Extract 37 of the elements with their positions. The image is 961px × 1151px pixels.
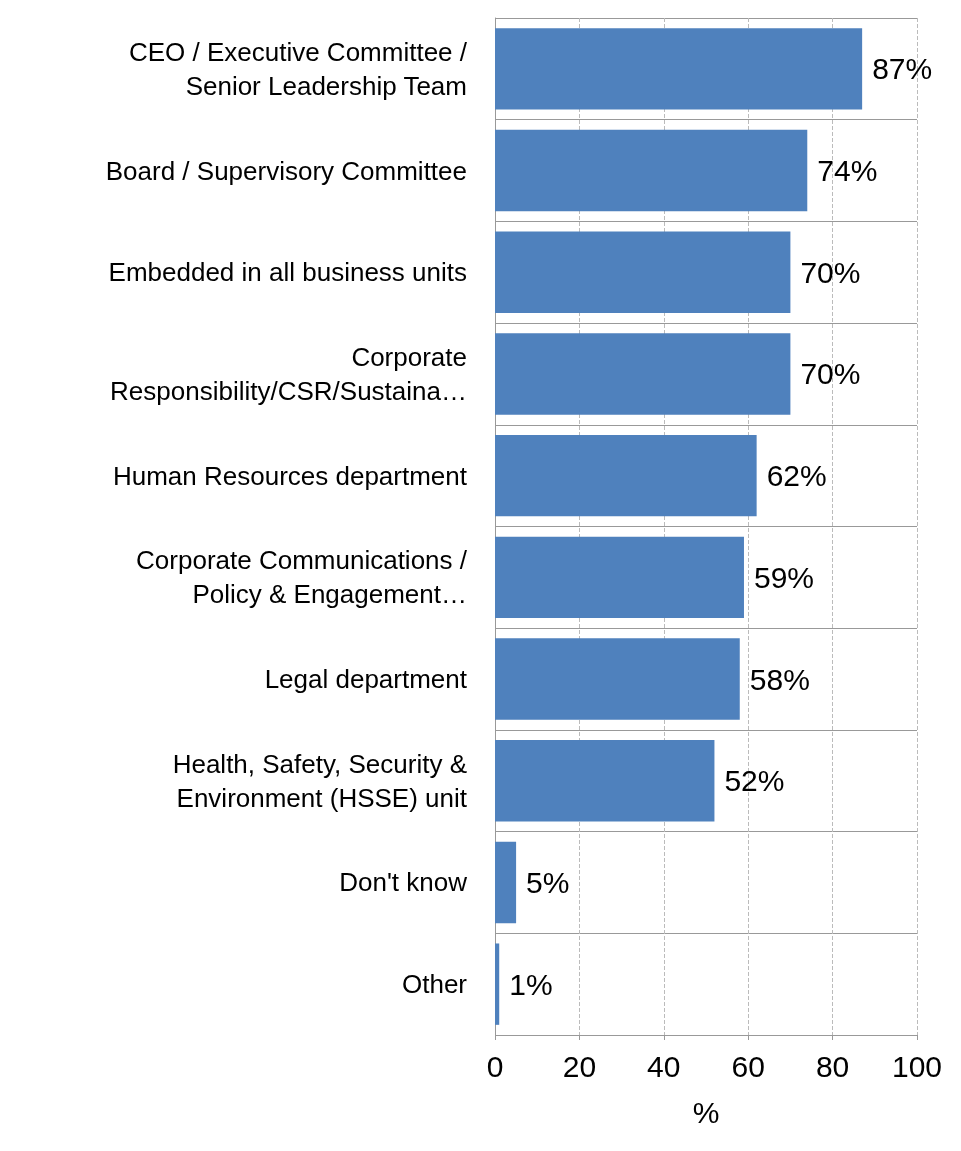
x-tick-label: 40 (647, 1049, 681, 1083)
bar (495, 841, 517, 924)
data-label: 59% (753, 560, 815, 594)
data-label: 58% (749, 662, 810, 696)
bar (495, 28, 863, 110)
data-label: 74% (817, 154, 878, 188)
x-tick-label: 0 (486, 1049, 504, 1083)
y-tick-label: Embedded in all business units (108, 257, 467, 288)
y-tick-label: CEO / Executive Committee / Senior Leadership Team (128, 36, 468, 101)
x-tick-label: 80 (815, 1049, 850, 1083)
x-tick-label: 20 (562, 1049, 597, 1083)
x-axis-title: % (692, 1095, 720, 1129)
y-tick-label: Other (401, 969, 468, 1000)
y-tick-label: Human Resources department (112, 460, 468, 491)
data-label: 1% (509, 967, 553, 1001)
data-label: 62% (766, 459, 827, 493)
bar (495, 740, 715, 822)
bar (495, 333, 791, 415)
bar (495, 231, 791, 313)
data-label: 70% (800, 255, 861, 289)
data-label: 5% (526, 865, 570, 899)
data-label: 87% (872, 52, 933, 86)
bar (495, 434, 757, 517)
x-tick-label: 100 (891, 1049, 943, 1083)
bar (495, 638, 740, 720)
bar (495, 129, 808, 212)
data-label: 52% (724, 764, 785, 798)
x-tick-label: 60 (731, 1049, 765, 1083)
y-tick-label: Corporate Responsibility/CSR/Sustaina… (110, 341, 467, 406)
y-tick-label: Corporate Communications / Policy & Engagement… (136, 545, 468, 610)
y-tick-label: Health, Safety, Security & Environment (HSSE) unit (172, 748, 468, 813)
y-tick-label: Legal department (264, 664, 468, 695)
bar (495, 536, 744, 619)
data-label: 70% (800, 357, 861, 391)
y-tick-label: Don't know (339, 867, 468, 898)
y-tick-label: Board / Supervisory Committee (105, 155, 467, 186)
bar (495, 943, 500, 1025)
